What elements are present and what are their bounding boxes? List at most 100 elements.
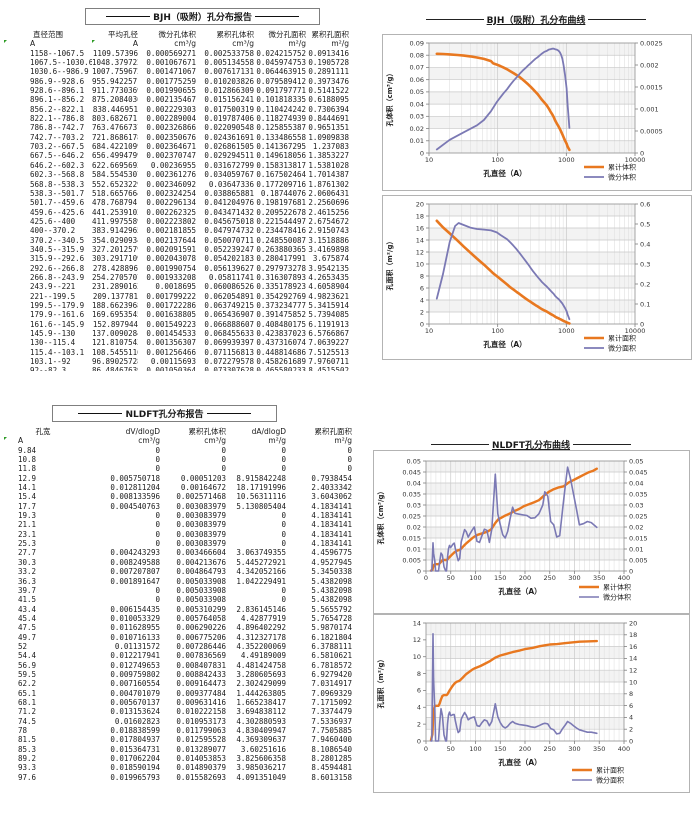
table-cell: 103.1--92 xyxy=(30,357,71,367)
table-cell: 4.830409947 xyxy=(236,726,286,735)
table-cell: 0.031672799 xyxy=(204,160,254,170)
table-cell: 8.4594481 xyxy=(311,763,352,773)
table-cell: 0.000569271 xyxy=(146,48,196,58)
table-cell: 0.133486558 xyxy=(256,132,306,142)
table-cell: 4.42877919 xyxy=(240,613,286,623)
svg-text:8: 8 xyxy=(629,690,633,698)
table-cell: 4.9823621 xyxy=(308,291,349,301)
svg-text:0.03: 0.03 xyxy=(410,113,424,121)
table-cell: 3.694838112 xyxy=(236,707,286,717)
table-cell: 2.302429099 xyxy=(236,679,286,689)
column-unit: A xyxy=(4,39,92,48)
table-cell: 0.005033908 xyxy=(176,585,226,595)
table-cell: 56.9 xyxy=(18,660,37,670)
table-cell: 0.437316074 xyxy=(256,338,306,348)
table-cell: 0.005033908 xyxy=(176,576,226,586)
svg-text:14: 14 xyxy=(416,236,424,244)
table-cell: 742.7--703.2 xyxy=(30,132,85,142)
svg-text:0.01: 0.01 xyxy=(629,545,643,553)
table-cell: 838.446951 xyxy=(92,104,138,114)
bjh-table-row: 103.1--92 96.89025728 0.00115693 0.07227957… xyxy=(4,357,349,366)
svg-text:0.05: 0.05 xyxy=(410,88,424,96)
table-cell: 0.001799222 xyxy=(146,291,196,301)
nldft-table-row: 15.4 0.008133596 0.002571468 10.56311116 3.6… xyxy=(4,492,354,501)
table-cell: 667.5--646.2 xyxy=(30,151,85,161)
svg-text:4: 4 xyxy=(417,704,421,712)
table-cell: 266.8--243.9 xyxy=(30,272,85,282)
svg-text:0.015: 0.015 xyxy=(629,534,648,542)
table-cell: 5.130805404 xyxy=(236,501,286,511)
table-cell: 0.007617131 xyxy=(204,67,254,77)
svg-text:孔面积（m²/g）: 孔面积（m²/g） xyxy=(385,238,394,291)
bjh-table-row: 370.2--340.5 354.0290934 0.002137644 0.0500… xyxy=(4,236,349,245)
bjh-table-row: 340.5--315.9 327.2012579 0.002091591 0.0522… xyxy=(4,245,349,254)
table-cell: 0.002361276 xyxy=(146,170,196,180)
table-cell: 703.2--667.5 xyxy=(30,142,85,152)
table-cell: 0.017804937 xyxy=(110,735,160,745)
svg-text:0.0015: 0.0015 xyxy=(640,83,663,91)
svg-text:350: 350 xyxy=(593,574,605,582)
table-cell: 0.458261689 xyxy=(256,357,306,367)
svg-text:0.04: 0.04 xyxy=(407,479,421,487)
svg-text:400: 400 xyxy=(618,745,630,753)
bjh-table-row: 602.3--568.8 584.5545307 0.002361276 0.0340… xyxy=(4,170,349,179)
table-cell: 0.066888607 xyxy=(204,319,254,329)
table-cell: 10.56311116 xyxy=(236,492,286,502)
bjh-table-row: 243.9--221 231.2890162 0.0018695 0.06008652… xyxy=(4,282,349,291)
nldft-report-title-box: NLDFT孔分布报告 xyxy=(52,405,277,422)
table-cell: 161.6--145.9 xyxy=(30,319,85,329)
table-cell: 4.1834141 xyxy=(311,501,352,511)
svg-text:0.025: 0.025 xyxy=(402,512,421,520)
column-header: 累积孔体积 xyxy=(216,30,255,39)
title-dash xyxy=(78,413,123,414)
table-cell: 0.047974732 xyxy=(204,226,254,236)
table-cell: 278.428896 xyxy=(92,263,138,273)
nldft-table-row: 54.4 0.012217941 0.007836569 4.49189009 6.58… xyxy=(4,651,354,660)
table-cell: 0.005670137 xyxy=(110,697,160,707)
table-cell: 4.342052166 xyxy=(236,567,286,577)
svg-text:0.07: 0.07 xyxy=(410,64,424,72)
nldft-table-row: 59.5 0.009759802 0.008842433 3.280605693 6.9… xyxy=(4,670,354,679)
table-cell: 0.002364671 xyxy=(146,142,196,152)
table-cell: 501.7--459.6 xyxy=(30,198,85,208)
table-cell: 0.00164672 xyxy=(180,483,226,493)
table-cell: 1030.6--986.9 xyxy=(30,67,89,77)
table-cell: 10.8 xyxy=(18,455,37,465)
table-cell: 3.1518886 xyxy=(308,235,349,245)
svg-text:300: 300 xyxy=(568,574,580,582)
svg-text:50: 50 xyxy=(447,574,455,582)
svg-text:0.09: 0.09 xyxy=(410,39,424,47)
bjh-table-row: 161.6--145.9 152.897944 0.001549223 0.06688… xyxy=(4,320,349,329)
bjh-report-section: BJH（吸附）孔分布报告 直径范围 平均孔径 微分孔体积 累积孔体积 微分孔面积 累积孔面… xyxy=(4,8,349,371)
table-cell: 786.8--742.7 xyxy=(30,123,85,133)
table-cell: 130--115.4 xyxy=(30,338,76,348)
svg-text:10: 10 xyxy=(413,653,421,661)
title-dash xyxy=(430,443,489,445)
svg-text:150: 150 xyxy=(494,574,506,582)
bjh-report-title: BJH（吸附）孔分布报告 xyxy=(153,13,252,23)
table-cell: 0.002181855 xyxy=(146,226,196,236)
table-cell: 23.1 xyxy=(18,529,37,539)
table-cell: 0.7306394 xyxy=(308,104,349,114)
table-cell: 4.312327178 xyxy=(236,632,286,642)
title-dash xyxy=(573,443,632,445)
table-cell: 4.369309637 xyxy=(236,735,286,745)
bjh-table-row: 856.2--822.1 838.446951 0.002229303 0.01750… xyxy=(4,105,349,114)
table-cell: 0.001638805 xyxy=(146,310,196,320)
table-cell: 0 xyxy=(155,539,160,549)
svg-text:250: 250 xyxy=(544,745,556,753)
table-cell: 7.0969329 xyxy=(311,688,352,698)
svg-text:250: 250 xyxy=(544,574,556,582)
table-cell: 0.015582693 xyxy=(176,772,226,782)
svg-text:孔直径（A）: 孔直径（A） xyxy=(498,757,541,767)
svg-text:0.2: 0.2 xyxy=(640,280,650,288)
table-cell: 254.2705707 xyxy=(92,272,138,282)
svg-text:0.03: 0.03 xyxy=(629,501,643,509)
column-header: dV/dlogD xyxy=(125,427,160,436)
bjh-table-row: 1158--1067.5 1109.57396 0.000569271 0.00253… xyxy=(4,49,349,58)
table-cell: 0.0913416 xyxy=(308,48,349,58)
svg-text:孔面积（m²/g）: 孔面积（m²/g） xyxy=(376,656,385,709)
table-cell: 0 xyxy=(281,539,286,549)
